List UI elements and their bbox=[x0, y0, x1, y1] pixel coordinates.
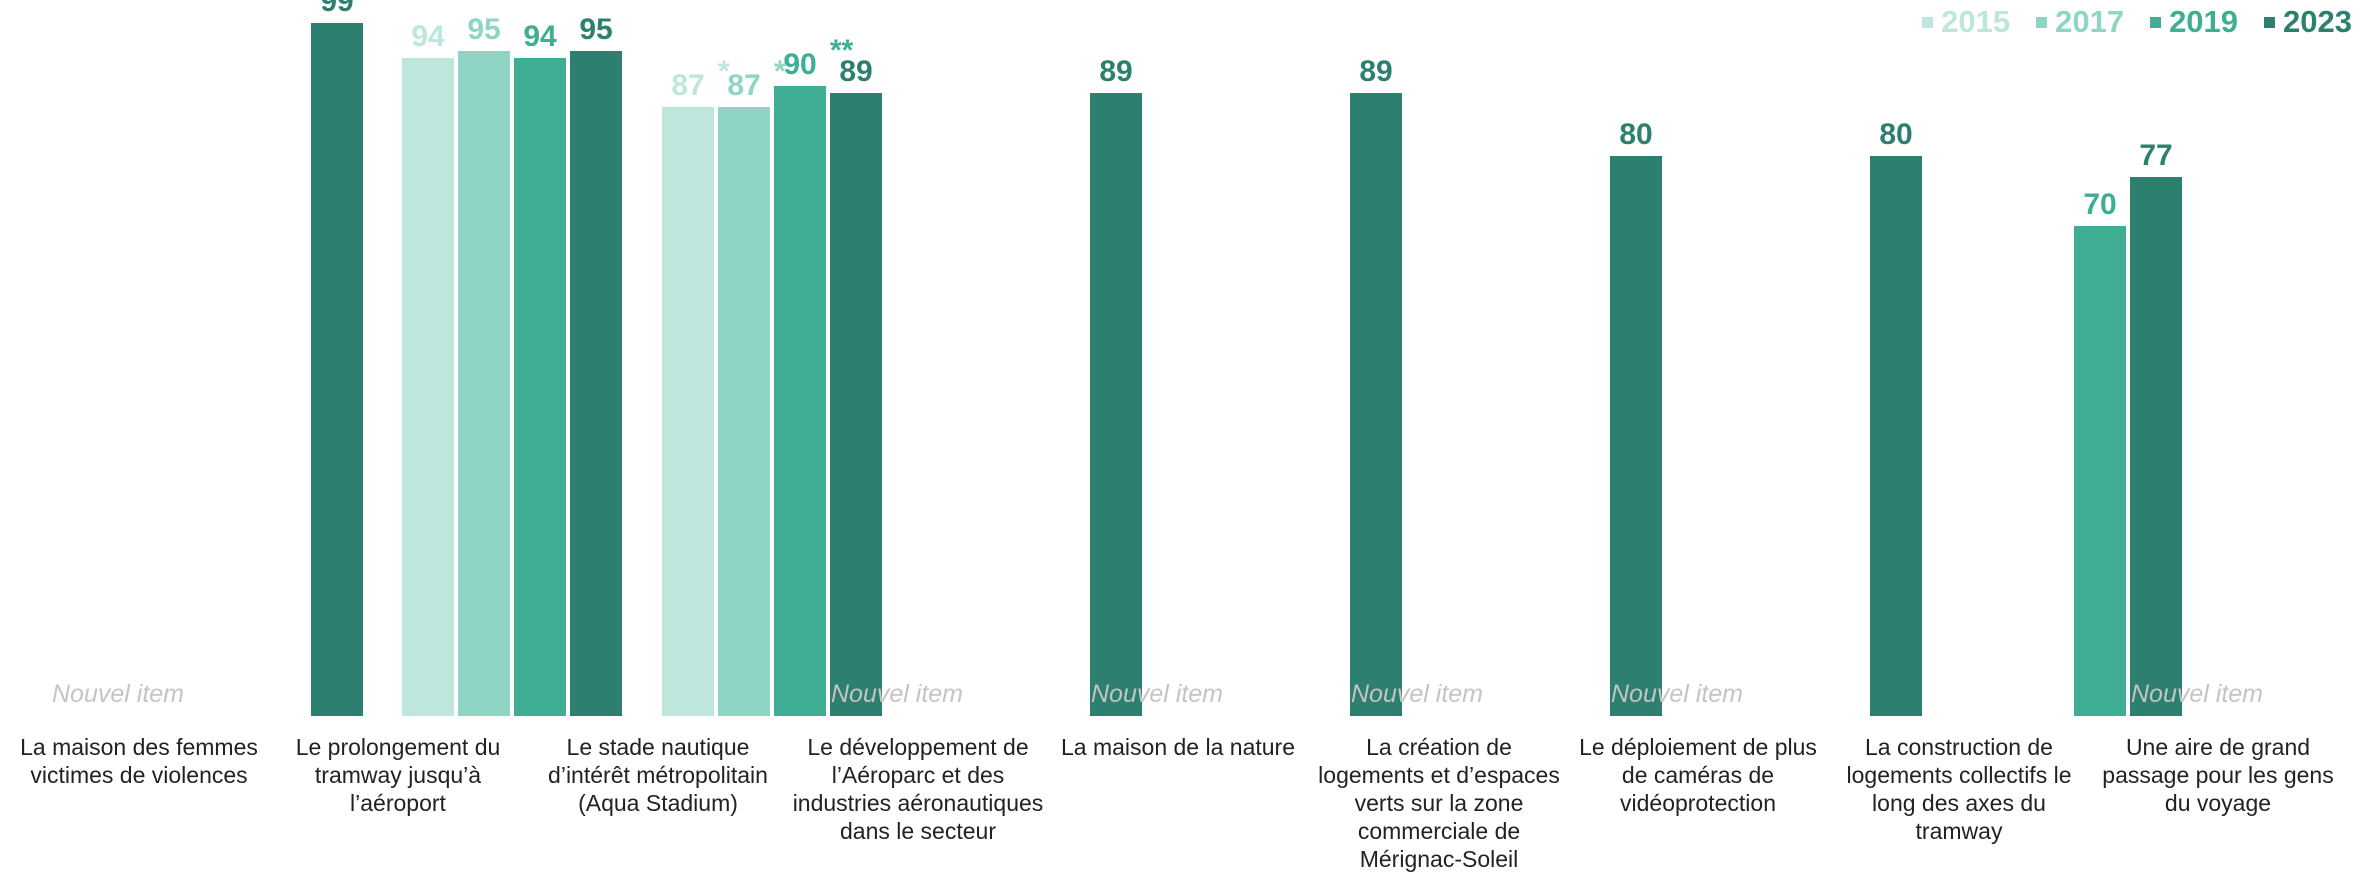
annotation-mark: * bbox=[718, 55, 730, 88]
bar-2019-2 bbox=[774, 86, 826, 716]
legend-item-2017: 2017 bbox=[2036, 4, 2124, 40]
data-label: 95 bbox=[467, 13, 500, 46]
data-label: 90 bbox=[783, 48, 816, 81]
new-item-label: Nouvel item bbox=[2131, 680, 2263, 708]
annotation-mark: ** bbox=[830, 34, 854, 67]
category-label: Une aire de grand passage pour les gens … bbox=[2102, 734, 2334, 816]
data-label: 89 bbox=[1099, 55, 1132, 88]
bar-2023-4 bbox=[1350, 93, 1402, 716]
legend-label-2017: 2017 bbox=[2055, 4, 2125, 39]
legend-swatch-2015 bbox=[1922, 16, 1934, 28]
data-label: 87 bbox=[671, 69, 704, 102]
data-label: 94 bbox=[411, 20, 445, 53]
bar-2017-2 bbox=[718, 107, 770, 716]
category-label: La construction de logements collectifs … bbox=[1846, 734, 2072, 844]
legend-label-2019: 2019 bbox=[2169, 4, 2239, 39]
data-label: 95 bbox=[579, 13, 612, 46]
bar-2023-0 bbox=[311, 23, 363, 716]
bar-2019-7 bbox=[2074, 226, 2126, 716]
category-label: Le déploiement de plus de caméras de vid… bbox=[1579, 734, 1817, 816]
legend-item-2019: 2019 bbox=[2150, 4, 2238, 40]
data-label: 99 bbox=[320, 0, 353, 18]
legend-item-2023: 2023 bbox=[2264, 4, 2352, 40]
chart-legend: 2015 2017 2019 2023 bbox=[1922, 4, 2352, 40]
bar-2023-3 bbox=[1090, 93, 1142, 716]
new-item-label: Nouvel item bbox=[831, 680, 963, 708]
data-label: 94 bbox=[523, 20, 557, 53]
annotation-mark: * bbox=[774, 55, 786, 88]
data-label: 77 bbox=[2139, 139, 2172, 172]
category-label: La maison de la nature bbox=[1061, 734, 1295, 760]
legend-swatch-2017 bbox=[2036, 16, 2048, 28]
bar-2023-2 bbox=[830, 93, 882, 716]
bar-2015-1 bbox=[402, 58, 454, 716]
legend-label-2023: 2023 bbox=[2283, 4, 2352, 39]
new-item-label: Nouvel item bbox=[1091, 680, 1223, 708]
bar-2019-1 bbox=[514, 58, 566, 716]
bar-2017-1 bbox=[458, 51, 510, 716]
category-label: La maison des femmes victimes de violenc… bbox=[20, 734, 258, 788]
bar-2023-5 bbox=[1610, 156, 1662, 716]
new-item-label: Nouvel item bbox=[1351, 680, 1483, 708]
category-label: Le développement de l’Aéroparc et des in… bbox=[792, 734, 1044, 844]
bar-2023-6 bbox=[1870, 156, 1922, 716]
category-label: Le stade nautique d’intérêt métropolitai… bbox=[548, 734, 768, 816]
data-label: 80 bbox=[1619, 118, 1652, 151]
data-label: 89 bbox=[839, 55, 872, 88]
bar-2023-7 bbox=[2130, 177, 2182, 716]
bar-2023-1 bbox=[570, 51, 622, 716]
category-label: Le prolongement du tramway jusqu’à l’aér… bbox=[295, 734, 501, 816]
new-item-label: Nouvel item bbox=[1611, 680, 1743, 708]
legend-label-2015: 2015 bbox=[1941, 4, 2011, 39]
legend-swatch-2019 bbox=[2150, 16, 2162, 28]
data-label: 87 bbox=[727, 69, 760, 102]
data-label: 70 bbox=[2083, 188, 2116, 221]
data-label: 80 bbox=[1879, 118, 1912, 151]
legend-swatch-2023 bbox=[2264, 16, 2276, 28]
legend-item-2015: 2015 bbox=[1922, 4, 2010, 40]
new-item-label: Nouvel item bbox=[52, 680, 184, 708]
data-label: 89 bbox=[1359, 55, 1392, 88]
bar-2015-2 bbox=[662, 107, 714, 716]
category-label: La création de logements et d’espaces ve… bbox=[1318, 734, 1560, 872]
